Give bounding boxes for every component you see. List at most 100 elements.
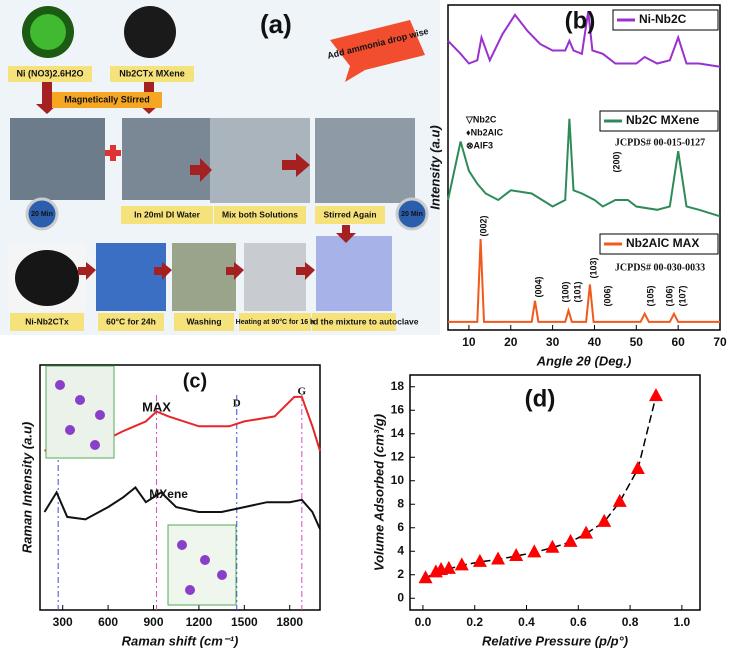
- data-point: [563, 533, 578, 547]
- phase-marker: ▽Nb2C: [465, 114, 497, 124]
- x-tick-label: 60: [671, 335, 685, 349]
- x-tick-label: 1500: [231, 615, 258, 629]
- y-tick-label: 14: [391, 426, 405, 440]
- peak-label: (002): [478, 215, 488, 236]
- x-tick-label: 0.8: [622, 615, 639, 629]
- reference-label: JCPDS# 00-015-0127: [615, 137, 705, 148]
- x-tick-label: 40: [588, 335, 602, 349]
- band-label: D: [233, 398, 241, 410]
- data-point: [648, 388, 663, 402]
- step-label: In 20ml DI Water: [134, 209, 201, 219]
- peak-label: (107): [677, 285, 687, 306]
- callout-bubble: [330, 20, 425, 82]
- x-tick-label: 300: [53, 615, 73, 629]
- reagent-box: [8, 66, 92, 82]
- step-box: [174, 313, 234, 331]
- connector-line: [425, 395, 657, 579]
- step-box: [239, 313, 311, 331]
- step-label: Ni-Nb2CTx: [25, 316, 69, 326]
- y-tick-label: 6: [397, 520, 404, 534]
- legend-box: [612, 9, 719, 31]
- peak-label: (004): [533, 276, 543, 297]
- step-box: [312, 313, 396, 331]
- x-tick-label: 600: [98, 615, 118, 629]
- y-axis-title: Raman Intensity (a.u): [19, 422, 34, 553]
- photo-autoclave: [316, 236, 392, 311]
- peak-label: (100): [560, 281, 570, 302]
- reagent-box: [110, 66, 194, 82]
- data-point: [491, 551, 506, 565]
- photo-stirring-2: [122, 118, 212, 200]
- series-line: [448, 238, 720, 323]
- step-label: Heating at 90°C for 16 h: [236, 318, 315, 326]
- data-point: [418, 570, 433, 584]
- step-label: Stirred Again: [323, 209, 376, 219]
- x-tick-label: 50: [630, 335, 644, 349]
- timer-label: 20 Min: [401, 211, 423, 218]
- atom: [90, 440, 100, 450]
- x-axis-title: Raman shift (cm⁻¹): [122, 633, 239, 648]
- x-tick-label: 0.2: [466, 615, 483, 629]
- y-tick-label: 8: [397, 496, 404, 510]
- nickel-salt-glow: [30, 14, 66, 50]
- phase-marker: ⊗AlF3: [466, 140, 493, 150]
- legend-box: [599, 233, 719, 255]
- x-axis-title: Angle 2θ (Deg.): [536, 353, 632, 368]
- y-axis-title: Volume Adsorbed (cm³/g): [371, 414, 386, 571]
- series-label: MXene: [149, 487, 188, 501]
- data-point: [545, 539, 560, 553]
- x-tick-label: 1800: [276, 615, 303, 629]
- atom: [185, 585, 195, 595]
- peak-label: (106): [664, 285, 674, 306]
- peak-label: (103): [588, 257, 598, 278]
- step-box: [10, 313, 84, 331]
- step-label: Washing: [186, 316, 221, 326]
- panel-label: (c): [183, 370, 207, 392]
- data-point: [597, 513, 612, 527]
- atom: [55, 380, 65, 390]
- x-axis-title: Relative Pressure (p/p°): [482, 633, 628, 648]
- atom: [200, 555, 210, 565]
- legend-label: Nb2AlC MAX: [626, 236, 699, 250]
- peak-label: (006): [602, 285, 612, 306]
- photo-furnace: [244, 243, 306, 311]
- peak-label: (200): [611, 151, 621, 172]
- mixing-box: [52, 92, 162, 108]
- y-tick-label: 12: [391, 449, 405, 463]
- x-tick-label: 0.6: [570, 615, 587, 629]
- y-tick-label: 10: [391, 473, 405, 487]
- mixing-label: Magnetically Stirred: [64, 94, 150, 104]
- x-tick-label: 10: [462, 335, 476, 349]
- x-tick-label: 70: [713, 335, 727, 349]
- plot-frame: [39, 364, 321, 611]
- timer-icon: [395, 197, 429, 231]
- peak-label: (101): [572, 281, 582, 302]
- data-point: [509, 547, 524, 561]
- x-tick-label: 30: [546, 335, 560, 349]
- step-box: [315, 206, 385, 224]
- panel-label: (b): [565, 7, 596, 34]
- timer-icon: [25, 197, 59, 231]
- mxene-photo: [124, 6, 176, 58]
- series-label: MAX: [142, 399, 171, 414]
- data-point: [630, 461, 645, 474]
- peak-label: (105): [645, 285, 655, 306]
- timer-label: 20 Min: [31, 211, 53, 218]
- y-tick-label: 2: [397, 567, 404, 581]
- series-line: [447, 11, 721, 68]
- crystal-inset: [167, 524, 237, 606]
- photo-stirring-1: [10, 118, 105, 200]
- x-tick-label: 900: [143, 615, 163, 629]
- panel-label: (a): [260, 9, 292, 39]
- legend-box: [599, 110, 719, 132]
- y-tick-label: 4: [397, 543, 404, 557]
- panel-label: (d): [525, 385, 556, 412]
- x-tick-label: 0.0: [415, 615, 432, 629]
- plot-frame: [447, 4, 721, 331]
- legend-label: Nb2C MXene: [626, 113, 700, 127]
- legend-label: Ni-Nb2C: [639, 12, 687, 26]
- reference-label: JCPDS# 00-030-0033: [615, 262, 705, 273]
- atom: [177, 540, 187, 550]
- plot-frame: [409, 374, 701, 611]
